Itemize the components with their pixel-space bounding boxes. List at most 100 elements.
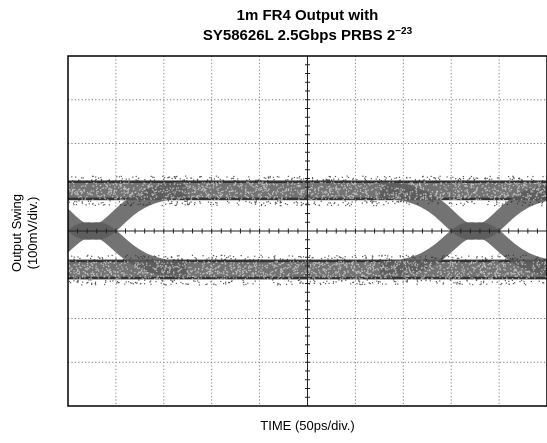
speckle-dot (82, 274, 84, 276)
speckle-dot (80, 266, 82, 269)
speckle-dot (460, 189, 463, 192)
outlier-dot (108, 204, 110, 206)
speckle-dot (426, 183, 429, 185)
speckle-dot (535, 193, 538, 196)
outlier-dot (436, 282, 438, 284)
outlier-dot (87, 254, 89, 256)
speckle-dot (142, 263, 144, 265)
speckle-dot (162, 265, 164, 267)
speckle-dot (107, 198, 109, 201)
outlier-dot (102, 204, 105, 206)
speckle-dot (370, 272, 372, 274)
speckle-dot (450, 261, 452, 263)
outlier-dot (288, 255, 290, 257)
outlier-dot (326, 179, 329, 181)
speckle-dot (150, 273, 152, 275)
speckle-dot (285, 188, 288, 190)
outlier-dot (115, 179, 117, 182)
speckle-dot (326, 191, 328, 194)
speckle-dot (352, 197, 354, 199)
speckle-dot (185, 184, 187, 186)
speckle-dot (497, 196, 500, 198)
outlier-dot (295, 201, 297, 203)
outlier-dot (438, 177, 440, 179)
speckle-dot (89, 266, 91, 268)
speckle-dot (210, 270, 212, 272)
outlier-dot (371, 259, 374, 261)
outlier-dot (296, 202, 299, 204)
speckle-dot (196, 195, 198, 197)
speckle-dot (368, 273, 371, 275)
speckle-dot (289, 278, 291, 280)
speckle-dot (339, 277, 342, 279)
speckle-dot (485, 270, 487, 272)
speckle-dot (283, 261, 285, 264)
speckle-dot (464, 196, 467, 198)
outlier-dot (394, 202, 396, 205)
speckle-dot (467, 268, 469, 270)
speckle-dot (383, 187, 385, 190)
outlier-dot (435, 280, 437, 283)
speckle-dot (128, 188, 130, 190)
speckle-dot (364, 198, 366, 201)
speckle-dot (84, 275, 86, 277)
speckle-dot (226, 270, 228, 273)
speckle-dot (529, 183, 531, 185)
speckle-dot (302, 191, 305, 194)
speckle-dot (323, 269, 326, 271)
speckle-dot (423, 267, 426, 269)
speckle-dot (517, 263, 519, 265)
outlier-dot (74, 200, 76, 203)
speckle-dot (147, 271, 149, 274)
outlier-dot (496, 201, 498, 204)
speckle-dot (293, 268, 295, 270)
outlier-dot (517, 177, 520, 180)
speckle-dot (447, 192, 449, 194)
speckle-dot (509, 190, 511, 192)
outlier-dot (496, 281, 498, 283)
speckle-dot (95, 269, 97, 272)
speckle-dot (420, 197, 422, 199)
speckle-dot (485, 275, 487, 278)
speckle-dot (151, 188, 154, 190)
speckle-dot (148, 186, 150, 188)
speckle-dot (480, 277, 483, 280)
outlier-dot (355, 200, 357, 202)
speckle-dot (293, 186, 295, 189)
speckle-dot (120, 188, 122, 191)
speckle-dot (278, 187, 280, 189)
speckle-dot (504, 187, 506, 190)
speckle-dot (86, 260, 89, 263)
speckle-dot (472, 183, 475, 186)
speckle-dot (239, 273, 241, 275)
speckle-dot (268, 262, 271, 265)
speckle-dot (133, 276, 135, 279)
speckle-dot (463, 269, 465, 271)
outlier-dot (82, 281, 84, 283)
speckle-dot (238, 275, 240, 277)
speckle-dot (458, 194, 460, 196)
outlier-dot (158, 255, 160, 257)
speckle-dot (233, 266, 236, 269)
speckle-dot (518, 190, 520, 192)
speckle-dot (90, 190, 92, 192)
speckle-dot (367, 270, 369, 272)
speckle-dot (513, 198, 515, 200)
speckle-dot (145, 269, 147, 272)
speckle-dot (200, 189, 202, 191)
outlier-dot (340, 280, 343, 282)
speckle-dot (362, 275, 365, 277)
speckle-dot (432, 274, 434, 277)
speckle-dot (409, 272, 412, 274)
outlier-dot (127, 203, 129, 205)
speckle-dot (331, 195, 333, 197)
outlier-dot (190, 201, 192, 203)
speckle-dot (120, 196, 122, 199)
speckle-dot (426, 265, 428, 267)
outlier-dot (302, 256, 305, 258)
speckle-dot (347, 182, 349, 185)
outlier-dot (412, 254, 414, 257)
speckle-dot (538, 186, 540, 188)
speckle-dot (298, 264, 300, 266)
outlier-dot (248, 178, 251, 181)
